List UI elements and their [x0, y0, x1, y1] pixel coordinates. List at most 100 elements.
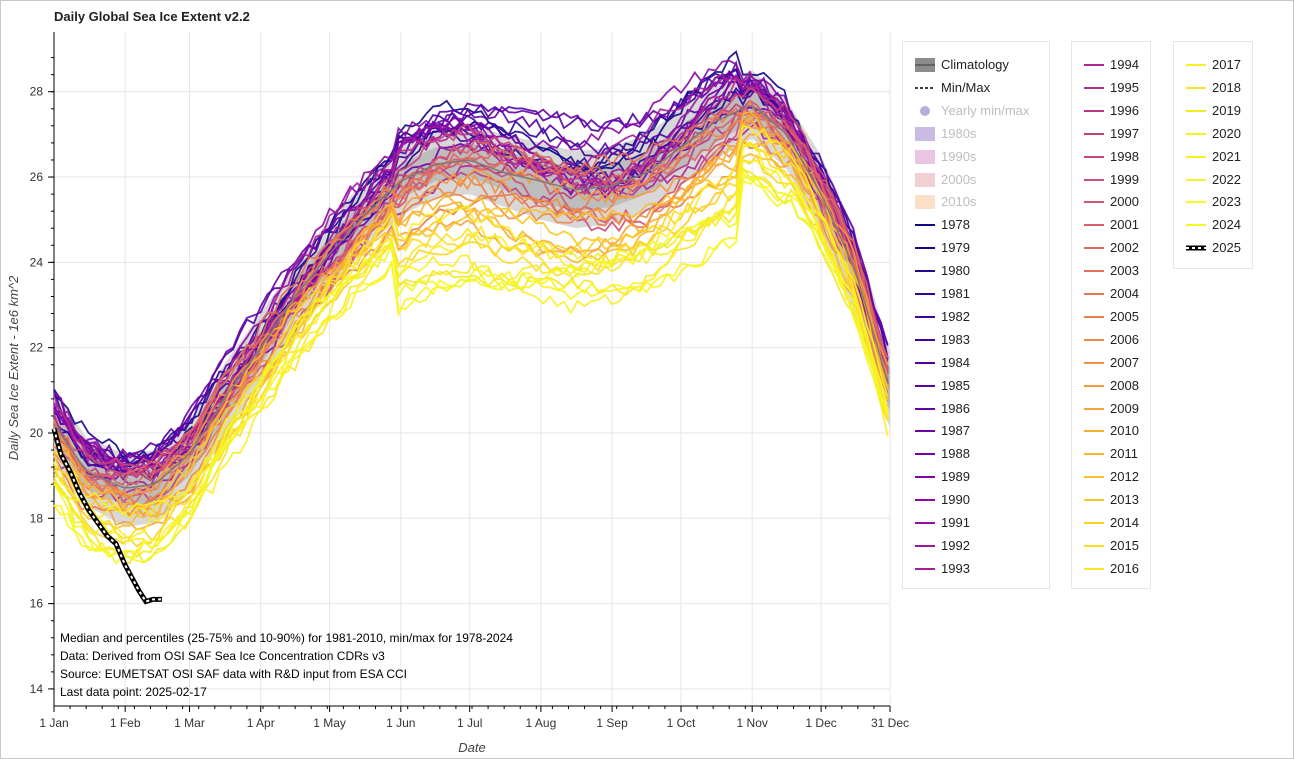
- legend-item-2023[interactable]: 2023: [1174, 191, 1252, 213]
- legend-label: Yearly min/max: [941, 102, 1030, 118]
- legend-panel-2: 1994 1995 1996 1997 1998 1999 2000 2001 2002 2003…: [1071, 41, 1151, 589]
- legend-item-climatology[interactable]: Climatology: [903, 54, 1049, 76]
- legend-item-1999[interactable]: 1999: [1072, 169, 1150, 191]
- legend-swatch: [1084, 86, 1104, 89]
- legend-item-2008[interactable]: 2008: [1072, 375, 1150, 397]
- legend-item-1988[interactable]: 1988: [903, 443, 1049, 465]
- year-line-1998: [53, 86, 889, 468]
- legend-label: Climatology: [941, 57, 1009, 72]
- legend-label: 2010: [1110, 423, 1139, 439]
- legend-item-1983[interactable]: 1983: [903, 329, 1049, 351]
- legend-item-2018[interactable]: 2018: [1174, 77, 1252, 99]
- legend-item-2011[interactable]: 2011: [1072, 443, 1150, 465]
- legend-item-2025[interactable]: 2025: [1174, 237, 1252, 259]
- legend-swatch: [1084, 293, 1104, 295]
- legend-label: 2009: [1110, 400, 1139, 416]
- legend-item-1978[interactable]: 1978: [903, 214, 1049, 236]
- legend-item-1985[interactable]: 1985: [903, 375, 1049, 397]
- legend-item-1986[interactable]: 1986: [903, 398, 1049, 420]
- legend-item-1994[interactable]: 1994: [1072, 54, 1150, 76]
- year-line-2023: [53, 176, 889, 559]
- legend-item-1980[interactable]: 1980: [903, 260, 1049, 282]
- legend-item-1996[interactable]: 1996: [1072, 100, 1150, 122]
- year-line-2021: [53, 144, 889, 549]
- legend-swatch: [1084, 476, 1104, 479]
- legend-item-1993[interactable]: 1993: [903, 558, 1049, 580]
- legend-label: 1991: [941, 515, 970, 530]
- legend-label: 2021: [1212, 148, 1241, 164]
- legend-item-2004[interactable]: 2004: [1072, 283, 1150, 305]
- legend-label: 2006: [1110, 331, 1139, 347]
- legend-swatch: [1084, 430, 1104, 433]
- legend-item-2010[interactable]: 2010: [1072, 420, 1150, 442]
- legend-swatch: [1084, 224, 1104, 227]
- legend-swatch: [915, 544, 935, 547]
- legend-item-1989[interactable]: 1989: [903, 466, 1049, 488]
- legend-item-1998[interactable]: 1998: [1072, 146, 1150, 168]
- legend-item-2000[interactable]: 2000: [1072, 191, 1150, 213]
- legend-label: 2001: [1110, 217, 1139, 233]
- legend-item-2005[interactable]: 2005: [1072, 306, 1150, 328]
- legend-swatch: [1084, 522, 1104, 524]
- legend-item-2003[interactable]: 2003: [1072, 260, 1150, 282]
- legend-item-1990[interactable]: 1990: [903, 489, 1049, 511]
- legend-item-2024[interactable]: 2024: [1174, 214, 1252, 236]
- legend-panel-1: Climatology Min/Max Yearly min/max 1980s 199…: [902, 41, 1050, 589]
- legend-item-2022[interactable]: 2022: [1174, 169, 1252, 191]
- year-line-2025: [53, 428, 162, 603]
- legend-item-2012[interactable]: 2012: [1072, 466, 1150, 488]
- legend-item-1979[interactable]: 1979: [903, 237, 1049, 259]
- legend-item-1991[interactable]: 1991: [903, 512, 1049, 534]
- legend-item-1987[interactable]: 1987: [903, 420, 1049, 442]
- year-line-2020: [53, 158, 889, 541]
- year-line-2022: [53, 177, 889, 559]
- legend-item-2014[interactable]: 2014: [1072, 512, 1150, 534]
- legend-swatch: [1084, 499, 1104, 502]
- legend-item-2006[interactable]: 2006: [1072, 329, 1150, 351]
- annotation-line: Median and percentiles (25-75% and 10-90…: [60, 631, 513, 645]
- legend-item-1995[interactable]: 1995: [1072, 77, 1150, 99]
- legend-item-2013[interactable]: 2013: [1072, 489, 1150, 511]
- legend-item-2002[interactable]: 2002: [1072, 237, 1150, 259]
- legend-item-min-max[interactable]: Min/Max: [903, 77, 1049, 99]
- legend-item-1997[interactable]: 1997: [1072, 123, 1150, 145]
- legend-swatch: [1186, 224, 1206, 227]
- legend-item-2020[interactable]: 2020: [1174, 123, 1252, 145]
- legend-label: 1996: [1110, 102, 1139, 118]
- legend-item-yearly-min-max[interactable]: Yearly min/max: [903, 100, 1049, 122]
- legend-item-1990s[interactable]: 1990s: [903, 146, 1049, 168]
- legend-item-2019[interactable]: 2019: [1174, 100, 1252, 122]
- legend-item-1992[interactable]: 1992: [903, 535, 1049, 557]
- legend-panel-3: 2017 2018 2019 2020 2021 2022 2023 2024 2025: [1173, 41, 1253, 269]
- y-axis-label: Daily Sea Ice Extent - 1e6 km^2: [6, 275, 21, 460]
- legend-item-2017[interactable]: 2017: [1174, 54, 1252, 76]
- legend-swatch: [915, 87, 935, 89]
- year-line-1986: [53, 69, 889, 474]
- legend-item-1982[interactable]: 1982: [903, 306, 1049, 328]
- y-tick-label: 18: [30, 511, 44, 525]
- legend-swatch: [915, 315, 935, 318]
- legend-item-2001[interactable]: 2001: [1072, 214, 1150, 236]
- legend-label: 2013: [1110, 492, 1139, 508]
- legend-item-2015[interactable]: 2015: [1072, 535, 1150, 557]
- legend-item-2007[interactable]: 2007: [1072, 352, 1150, 374]
- legend-item-2010s[interactable]: 2010s: [903, 191, 1049, 213]
- legend-item-2000s[interactable]: 2000s: [903, 169, 1049, 191]
- x-tick-label: 1 Mar: [174, 716, 205, 730]
- legend-label: 1982: [941, 308, 970, 324]
- legend-item-1981[interactable]: 1981: [903, 283, 1049, 305]
- legend-label: 2007: [1110, 354, 1139, 370]
- legend-item-2009[interactable]: 2009: [1072, 398, 1150, 420]
- legend-label: 2016: [1110, 560, 1139, 576]
- legend-swatch: [1084, 155, 1104, 158]
- legend-swatch-dot: [920, 105, 930, 116]
- legend-item-2021[interactable]: 2021: [1174, 146, 1252, 168]
- legend-swatch: [1084, 361, 1104, 364]
- legend-swatch: [915, 270, 935, 273]
- legend-item-1984[interactable]: 1984: [903, 352, 1049, 374]
- legend-swatch: [915, 172, 935, 187]
- legend-item-1980s[interactable]: 1980s: [903, 123, 1049, 145]
- legend-swatch: [915, 247, 935, 250]
- legend-swatch: [1186, 201, 1206, 204]
- legend-item-2016[interactable]: 2016: [1072, 558, 1150, 580]
